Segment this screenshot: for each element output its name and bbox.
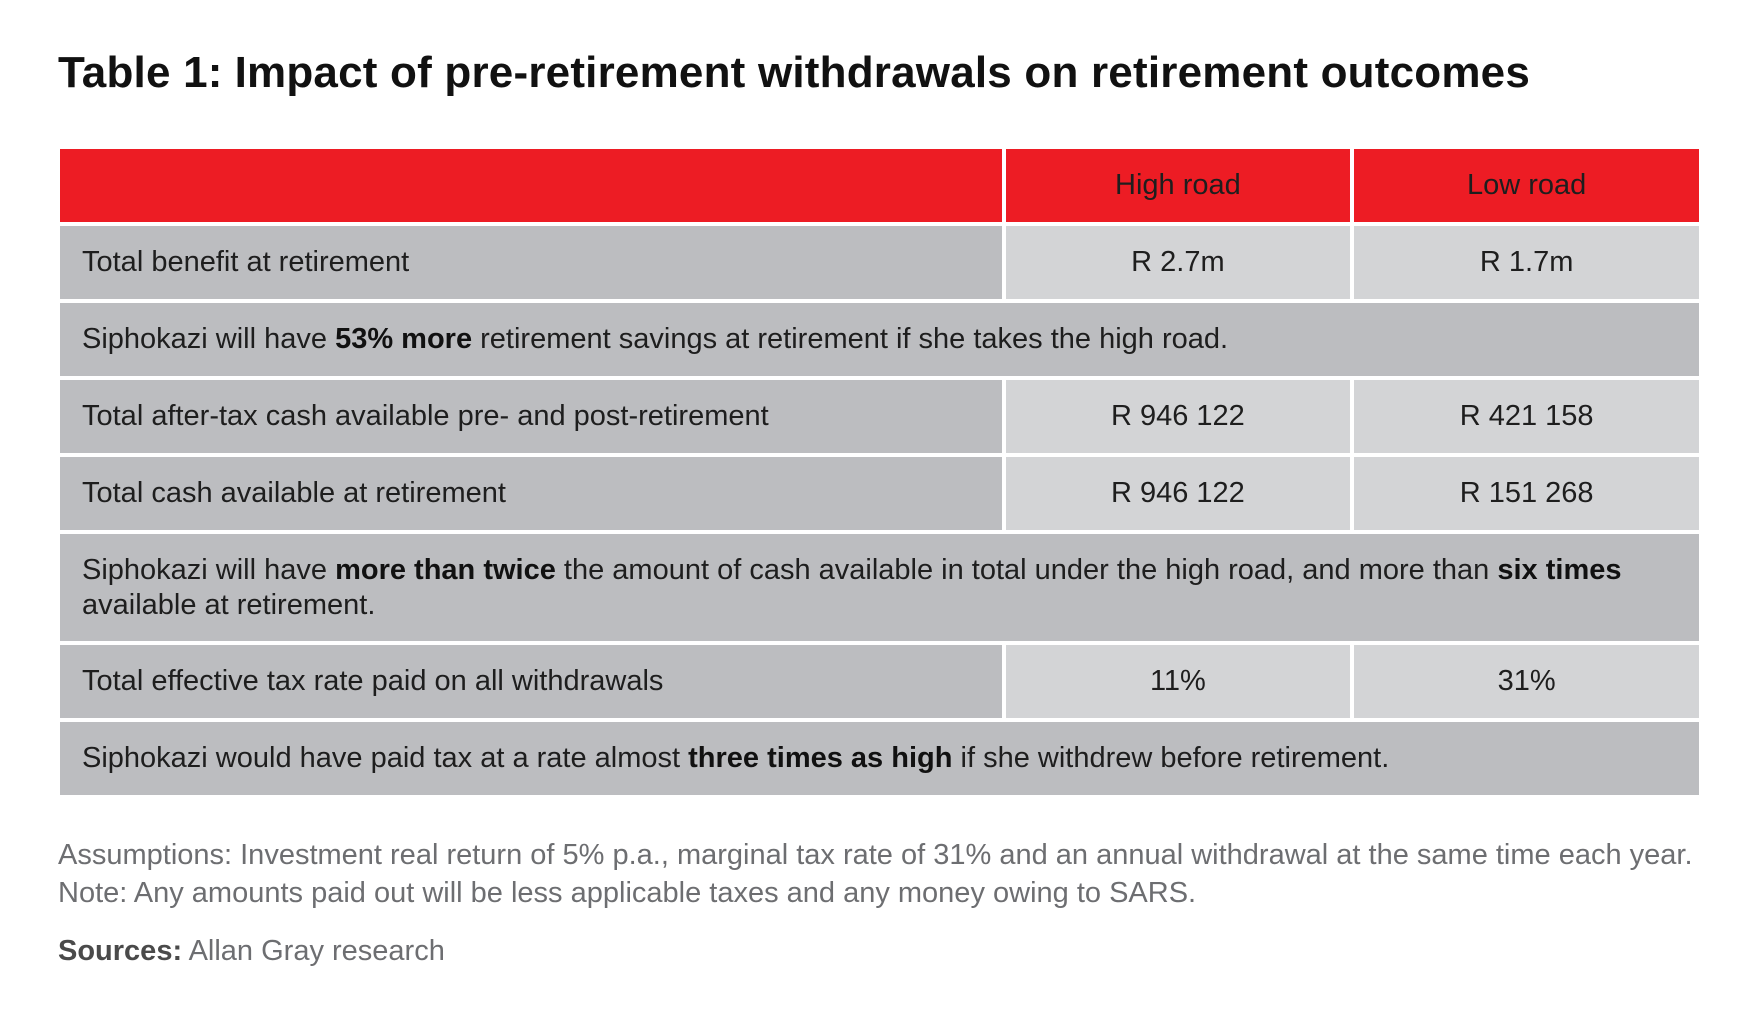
- table-header-row: High road Low road: [60, 149, 1699, 222]
- note-text: if she withdrew before retirement.: [952, 742, 1390, 774]
- note-text: Siphokazi will have: [82, 323, 336, 355]
- sources-text: Allan Gray research: [182, 935, 445, 967]
- table-row: Total after-tax cash available pre- and …: [60, 380, 1699, 453]
- note-text: available at retirement.: [82, 588, 376, 621]
- low-road-value: 31%: [1354, 645, 1699, 718]
- table-row: Total effective tax rate paid on all wit…: [60, 645, 1699, 718]
- sources-label: Sources:: [58, 935, 183, 967]
- header-low-road: Low road: [1354, 149, 1699, 222]
- note-emphasis: three times as high: [688, 742, 953, 774]
- header-high-road: High road: [1005, 149, 1351, 222]
- note-cell: Siphokazi will have more than twice the …: [60, 534, 1699, 641]
- note-text: retirement savings at retirement if she …: [472, 323, 1229, 355]
- low-road-value: R 421 158: [1354, 380, 1699, 453]
- high-road-value: 11%: [1005, 645, 1351, 718]
- low-road-value: R 1.7m: [1354, 226, 1699, 299]
- retirement-outcomes-table: High road Low road Total benefit at reti…: [56, 145, 1703, 799]
- note-text: Siphokazi would have paid tax at a rate …: [82, 742, 689, 774]
- note-text: the amount of cash available in total un…: [555, 553, 1498, 586]
- assumptions-line: Assumptions: Investment real return of 5…: [58, 839, 1693, 871]
- note-row: Siphokazi would have paid tax at a rate …: [60, 722, 1699, 795]
- row-label: Total cash available at retirement: [60, 457, 1002, 530]
- note-text: Siphokazi will have: [82, 553, 336, 586]
- low-road-value: R 151 268: [1354, 457, 1699, 530]
- high-road-value: R 946 122: [1005, 457, 1351, 530]
- note-line: Note: Any amounts paid out will be less …: [58, 877, 1197, 909]
- note-emphasis: 53% more: [335, 323, 473, 355]
- high-road-value: R 2.7m: [1005, 226, 1351, 299]
- note-row: Siphokazi will have more than twice the …: [60, 534, 1699, 641]
- note-cell: Siphokazi will have 53% more retirement …: [60, 303, 1699, 376]
- table-title-text: Impact of pre-retirement withdrawals on …: [234, 48, 1531, 97]
- table-row: Total benefit at retirement R 2.7m R 1.7…: [60, 226, 1699, 299]
- page-title: Table 1: Impact of pre-retirement withdra…: [58, 48, 1530, 98]
- note-emphasis: more than twice: [335, 553, 556, 586]
- note-row: Siphokazi will have 53% more retirement …: [60, 303, 1699, 376]
- table-row: Total cash available at retirement R 946…: [60, 457, 1699, 530]
- note-cell: Siphokazi would have paid tax at a rate …: [60, 722, 1699, 795]
- header-blank: [60, 149, 1002, 222]
- high-road-value: R 946 122: [1005, 380, 1351, 453]
- row-label: Total after-tax cash available pre- and …: [60, 380, 1002, 453]
- sources-line: Sources: Allan Gray research: [58, 935, 445, 968]
- row-label: Total benefit at retirement: [60, 226, 1002, 299]
- assumptions-note: Assumptions: Investment real return of 5…: [58, 836, 1718, 912]
- table-number: Table 1:: [58, 48, 223, 97]
- note-emphasis: six times: [1497, 553, 1622, 586]
- row-label: Total effective tax rate paid on all wit…: [60, 645, 1002, 718]
